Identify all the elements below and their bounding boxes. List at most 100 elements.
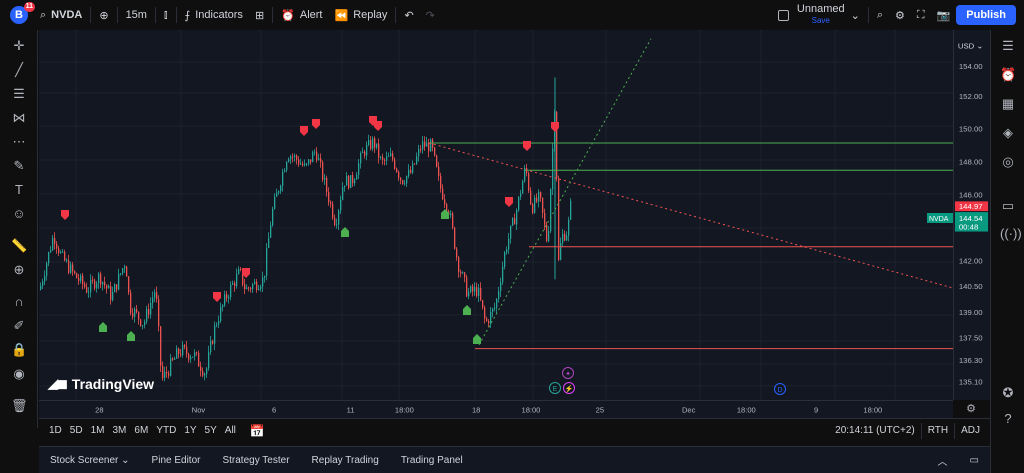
candle-body [72,264,74,272]
divider [867,7,869,23]
tab-stock-screener[interactable]: Stock Screener ⌄ [39,455,141,466]
buy-signal-icon[interactable] [463,305,471,315]
sell-signal-icon[interactable] [505,197,513,207]
layers-icon[interactable]: ◈ [1003,125,1013,140]
pitchfork-icon[interactable]: ⋈ [12,110,26,125]
earnings-icon[interactable]: E [549,382,561,394]
candle-body [54,237,56,244]
eye-icon[interactable]: ◉ [13,366,25,381]
clock[interactable]: 20:14:11 (UTC+2) [835,425,915,436]
settings-button[interactable]: ⚙ [889,0,911,30]
broadcast-icon[interactable]: ((·)) [1000,226,1022,241]
dividend-icon[interactable]: D [774,383,786,395]
tab-replay-trading[interactable]: Replay Trading [311,454,379,466]
sell-signal-icon[interactable] [242,268,250,278]
candle-body [180,353,182,355]
range-1d[interactable]: 1D [49,425,62,436]
candle-body [340,199,342,211]
text-icon[interactable]: T [15,182,23,197]
indicators-button[interactable]: ⨍ Indicators [179,0,249,30]
layout-button[interactable]: Unnamed Save ⌄ [772,0,866,30]
time-axis[interactable]: 28 Nov 6 11 18:00 18 18:00 25 Dec 18:00 9 18:00 [39,400,953,418]
emoji-icon[interactable]: ☺ [12,206,26,221]
sell-signal-icon[interactable] [312,119,320,129]
event-icon[interactable]: ✦ [562,367,574,379]
alarm-clock-icon[interactable]: ⏰ [1000,67,1017,82]
candle-body [84,284,86,288]
collapse-panel-button[interactable]: ︿ [927,453,959,468]
range-5d[interactable]: 5D [69,425,83,436]
magnet-icon[interactable]: ∩ [14,294,24,309]
tab-trading-panel[interactable]: Trading Panel [400,454,463,466]
redo-button[interactable]: ↷ [420,0,441,30]
range-1m[interactable]: 1M [90,425,105,436]
dotted-downtrend-line[interactable] [428,142,953,289]
candle-body [94,280,96,289]
data-window-icon[interactable]: ▦ [1001,96,1015,111]
range-3m[interactable]: 3M [112,425,127,436]
sell-signal-icon[interactable] [300,126,308,136]
avatar[interactable]: B 11 [10,2,35,24]
watchlist-icon[interactable]: ☰ [1002,38,1014,53]
undo-button[interactable]: ↶ [398,0,419,30]
trend-line-icon[interactable]: ╱ [15,62,23,77]
tab-strategy-tester[interactable]: Strategy Tester [222,454,290,466]
ruler-icon[interactable]: 📏 [11,238,28,253]
chat-icon[interactable]: ▭ [1001,198,1015,213]
range-1y[interactable]: 1Y [184,425,197,436]
fullscreen-button[interactable]: ⛶ [911,0,931,30]
interval-button[interactable]: 15m [125,9,147,21]
crosshair-icon[interactable]: ✛ [13,38,25,53]
price-axis[interactable]: USD ⌄154.00152.00150.00148.00146.00144.0… [953,30,990,400]
compass-icon[interactable]: ✪ [1002,385,1014,400]
candle-body [466,277,468,297]
fib-icon[interactable]: ⋯ [12,134,26,149]
buy-signal-icon[interactable] [341,227,349,237]
sell-signal-icon[interactable] [374,121,382,131]
compare-button[interactable]: ⊕ [93,0,114,30]
templates-button[interactable]: ⊞ [249,0,270,30]
alert-button[interactable]: ⏰ Alert [275,0,328,30]
sell-signal-icon[interactable] [213,292,221,302]
lock-drawing-icon[interactable]: ✐ [13,318,25,333]
split-icon[interactable]: ⚡ [563,382,575,394]
session-button[interactable]: RTH [927,425,949,436]
horizontal-lines-icon[interactable]: ☰ [13,86,25,101]
buy-signal-icon[interactable] [127,331,135,341]
candle-body [194,352,196,357]
chart-type-button[interactable]: ⫾ [158,0,174,30]
range-6m[interactable]: 6M [134,425,149,436]
candle-body [80,275,82,281]
publish-button[interactable]: Publish [956,5,1016,25]
dotted-uptrend-line[interactable] [478,38,652,346]
range-5y[interactable]: 5Y [204,425,217,436]
symbol-search[interactable]: ⌕ NVDA [34,0,88,30]
divider [154,7,156,23]
price-chart[interactable]: ✦ E ⚡ D NVDA [39,30,953,400]
lock-icon[interactable]: 🔒 [11,342,28,357]
quick-search-button[interactable]: ⌕ [871,0,889,30]
axis-settings-button[interactable]: ⚙ [964,402,978,416]
help-icon[interactable]: ? [1004,411,1012,426]
brush-icon[interactable]: ✎ [13,158,25,173]
candle-body [510,225,512,239]
buy-signal-icon[interactable] [441,209,449,219]
sell-signal-icon[interactable] [523,141,531,151]
hotlist-icon[interactable]: ◎ [1002,154,1014,169]
sell-signal-icon[interactable] [551,122,559,132]
adj-button[interactable]: ADJ [961,425,980,436]
maximize-panel-button[interactable]: ▭ [959,455,990,466]
buy-signal-icon[interactable] [473,334,481,344]
range-all[interactable]: All [224,425,236,436]
date-range-icon[interactable]: 📅 [249,423,265,438]
zoom-in-icon[interactable]: ⊕ [13,262,25,277]
range-ytd[interactable]: YTD [156,425,177,436]
buy-signal-icon[interactable] [99,322,107,332]
trash-icon[interactable]: 🗑 [11,398,28,413]
tab-pine-editor[interactable]: Pine Editor [151,454,201,466]
sell-signal-icon[interactable] [61,210,69,220]
currency-selector[interactable]: USD ⌄ [958,42,983,51]
replay-button[interactable]: ⏪ Replay [328,0,393,30]
snapshot-button[interactable]: 📷 [931,0,957,30]
candle-body [184,345,186,347]
